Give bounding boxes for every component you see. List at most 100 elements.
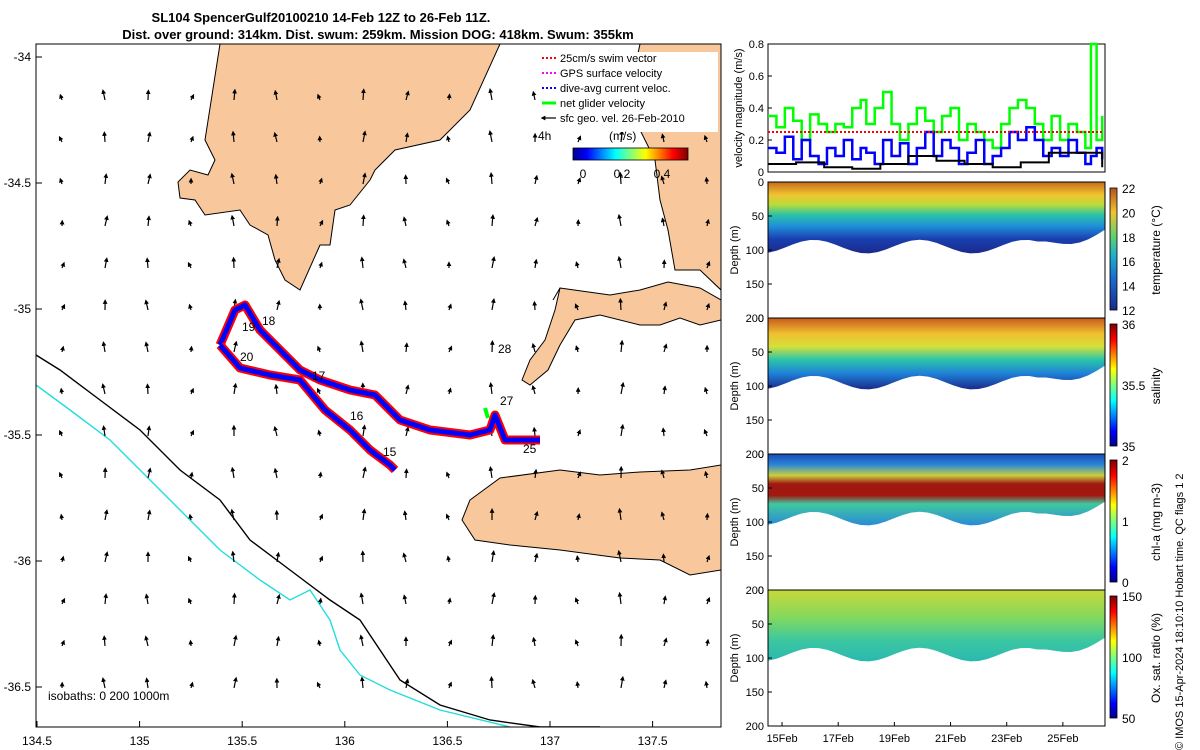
sfc-geo-arrow bbox=[60, 261, 65, 269]
day-label: 25 bbox=[523, 442, 537, 456]
sfc-geo-arrow bbox=[230, 466, 236, 479]
day-label: 17 bbox=[312, 369, 326, 383]
sfc-geo-arrow bbox=[101, 341, 107, 353]
sfc-geo-arrow bbox=[187, 555, 193, 563]
colorbar-label: temperature (°C) bbox=[1149, 205, 1163, 295]
section-colorbar bbox=[1109, 323, 1118, 447]
title-line-2: Dist. over ground: 314km. Dist. swum: 25… bbox=[122, 27, 634, 42]
sfc-geo-arrow bbox=[275, 299, 281, 311]
time-label: 4h bbox=[538, 129, 551, 143]
sfc-geo-arrow bbox=[619, 129, 625, 143]
sfc-geo-arrow bbox=[531, 90, 537, 101]
colorbar-tick-label: 12 bbox=[1122, 304, 1136, 318]
section-panel: 0 50 100 150 200 Depth (m) 0 1 2 chl-a (mg m-3) bbox=[729, 449, 1163, 597]
sfc-geo-arrow bbox=[317, 471, 323, 479]
depth-tick-label: 0 bbox=[758, 449, 764, 461]
sfc-geo-arrow bbox=[618, 171, 623, 185]
sfc-geo-arrow bbox=[275, 551, 281, 563]
day-label: 28 bbox=[498, 342, 512, 356]
sfc-geo-arrow bbox=[534, 216, 539, 227]
day-label: 27 bbox=[500, 394, 514, 408]
sfc-geo-arrow bbox=[101, 383, 106, 395]
sfc-geo-arrow bbox=[60, 555, 65, 563]
sfc-geo-arrow bbox=[104, 215, 109, 227]
sfc-geo-arrow bbox=[402, 258, 407, 269]
time-tick-label: 25Feb bbox=[1047, 733, 1078, 745]
depth-tick-label: 150 bbox=[746, 415, 764, 427]
velocity-y-tick-label: 0.6 bbox=[749, 71, 764, 83]
depth-axis-label: Depth (m) bbox=[729, 226, 741, 275]
depth-tick-label: 150 bbox=[746, 551, 764, 563]
sfc-geo-arrow bbox=[619, 339, 625, 353]
sfc-geo-arrow bbox=[230, 508, 235, 521]
sfc-geo-arrow bbox=[147, 467, 152, 479]
sfc-geo-arrow bbox=[575, 681, 581, 689]
map-x-tick-label: 135.5 bbox=[227, 734, 257, 748]
sfc-geo-arrows bbox=[58, 87, 711, 689]
colorbar-tick-label: 100 bbox=[1122, 651, 1142, 665]
map-x-tick-label: 135 bbox=[130, 734, 150, 748]
sfc-geo-arrow bbox=[533, 174, 539, 185]
map-legend: 25cm/s swim vector GPS surface velocity di… bbox=[538, 52, 718, 181]
sfc-geo-arrow bbox=[275, 635, 281, 647]
sfc-geo-arrow bbox=[704, 470, 709, 479]
sfc-geo-arrow bbox=[103, 173, 109, 185]
depth-tick-label: 100 bbox=[746, 245, 764, 257]
sfc-geo-arrow bbox=[533, 258, 539, 269]
sfc-geo-arrow bbox=[274, 215, 280, 227]
depth-tick-label: 0 bbox=[758, 177, 764, 189]
sfc-geo-arrow bbox=[446, 219, 451, 227]
sfc-geo-arrow bbox=[404, 132, 410, 143]
sfc-geo-arrow bbox=[660, 217, 666, 227]
map-y-tick-label: -35 bbox=[14, 302, 32, 316]
sfc-geo-arrow bbox=[188, 219, 193, 227]
sfc-geo-arrow bbox=[617, 213, 622, 227]
sfc-geo-arrow bbox=[232, 634, 238, 647]
sfc-geo-arrow bbox=[445, 471, 451, 479]
sfc-geo-arrow bbox=[662, 595, 668, 605]
depth-axis-label: Depth (m) bbox=[729, 498, 741, 547]
sfc-geo-arrow bbox=[361, 508, 367, 521]
sfc-geo-arrow bbox=[232, 88, 237, 101]
sfc-geo-arrow bbox=[576, 177, 582, 185]
colorbar-tick-label: 22 bbox=[1122, 182, 1136, 196]
sfc-geo-arrow bbox=[533, 552, 539, 563]
sfc-geo-arrow bbox=[404, 342, 409, 353]
sfc-geo-arrow bbox=[273, 89, 279, 101]
sfc-geo-arrow bbox=[574, 639, 580, 647]
sfc-geo-arrow bbox=[662, 343, 668, 353]
sfc-geo-arrow bbox=[103, 257, 109, 269]
colorbar-tick: 0.4 bbox=[654, 167, 671, 181]
day-label: 19 bbox=[242, 320, 256, 334]
sfc-geo-arrow bbox=[705, 302, 711, 311]
sfc-geo-arrow bbox=[488, 130, 493, 143]
colorbar-tick-label: 20 bbox=[1122, 206, 1136, 220]
velocity-y-tick-label: 0.8 bbox=[749, 39, 764, 51]
sfc-geo-arrow bbox=[620, 381, 625, 395]
velocity-series-line bbox=[768, 42, 1104, 150]
sfc-geo-arrow bbox=[662, 301, 668, 311]
isobath-200m bbox=[36, 354, 600, 727]
sfc-geo-arrow bbox=[60, 639, 65, 647]
sfc-geo-arrow bbox=[703, 386, 709, 395]
sfc-geo-arrow bbox=[662, 385, 667, 395]
velocity-y-tick-label: 0 bbox=[758, 167, 764, 179]
sfc-geo-arrow bbox=[103, 593, 109, 605]
sfc-geo-arrow bbox=[531, 636, 537, 647]
sfc-geo-arrow bbox=[144, 593, 150, 605]
depth-tick-label: 100 bbox=[746, 381, 764, 393]
day-label: 20 bbox=[240, 350, 254, 364]
sfc-geo-arrow bbox=[273, 131, 278, 143]
sfc-geo-arrow bbox=[490, 298, 496, 311]
map-x-tick-label: 137 bbox=[540, 734, 560, 748]
colorbar-tick: 0.2 bbox=[614, 167, 631, 181]
sfc-geo-arrow bbox=[230, 172, 235, 185]
sfc-geo-arrow bbox=[189, 387, 194, 395]
sfc-geo-arrow bbox=[447, 303, 452, 311]
sfc-geo-arrow bbox=[232, 382, 238, 395]
land-eyre-peninsula bbox=[177, 44, 501, 291]
sfc-geo-arrow bbox=[359, 676, 365, 689]
sfc-geo-arrow bbox=[531, 384, 537, 395]
sfc-geo-arrow bbox=[317, 639, 322, 647]
colorbar-tick-label: 35.5 bbox=[1122, 379, 1146, 393]
